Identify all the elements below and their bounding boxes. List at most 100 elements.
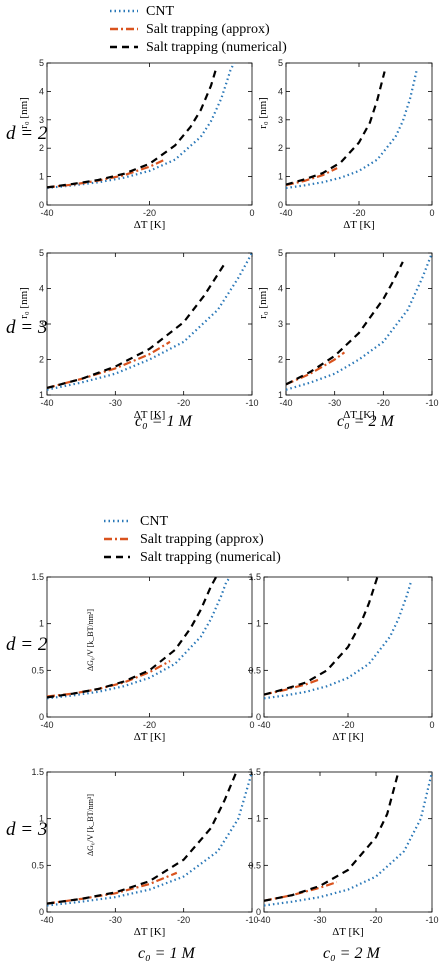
- series-line-1-1: [286, 167, 338, 187]
- x-tick-label-5-2: 0: [429, 720, 434, 730]
- chart-panel-1: -40 -20 0 0 1 2 3 4 5 ΔT [K] r₀ [nm]: [257, 58, 435, 231]
- y-tick-label-0-1: 1: [39, 172, 44, 182]
- chart-frame-1: [285, 62, 433, 206]
- x-tick-label-1-2: 0: [429, 208, 434, 218]
- x-tick-label-2-1: -30: [109, 398, 122, 408]
- series-line-0-0: [47, 63, 236, 190]
- x-tick-label-4-1: -20: [143, 720, 156, 730]
- y-tick-label-5-1: 0.5: [248, 665, 261, 675]
- series-line-5-2: [264, 577, 379, 696]
- series-line-6-0: [47, 772, 252, 907]
- series-line-2-2: [47, 263, 226, 389]
- series-line-2-0: [47, 253, 252, 391]
- x-axis-title-1: ΔT [K]: [343, 219, 375, 231]
- chart-panel-0: -40 -20 0 0 1 2 3 4 5 ΔT [K] r₀ [nm]: [18, 58, 255, 231]
- legend-bottom-cnt-label: CNT: [140, 514, 168, 529]
- y-tick-label-2-3: 4: [39, 284, 44, 294]
- y-tick-label-1-0: 0: [278, 200, 283, 210]
- y-tick-label-0-3: 3: [39, 115, 44, 125]
- x-tick-label-3-3: -10: [425, 398, 438, 408]
- x-axis-title-7: ΔT [K]: [332, 926, 364, 938]
- y-tick-label-6-0: 0: [39, 907, 44, 917]
- y-tick-label-7-1: 0.5: [248, 860, 261, 870]
- y-tick-label-3-1: 2: [278, 355, 283, 365]
- x-tick-label-6-2: -20: [177, 915, 190, 925]
- col-label-bottom-2M: c₀ = 2 M: [323, 945, 381, 962]
- y-axis-title-2: r₀ [nm]: [18, 287, 30, 319]
- col-label-bottom-1M: c₀ = 1 M: [138, 945, 196, 962]
- y-tick-label-2-2: 3: [39, 319, 44, 329]
- series-line-1-2: [286, 71, 386, 186]
- y-tick-label-1-4: 4: [278, 86, 283, 96]
- row-label-top-d2: d = 2: [6, 123, 48, 144]
- x-tick-label-7-2: -20: [369, 915, 382, 925]
- legend-top-approx-label: Salt trapping (approx): [146, 22, 270, 37]
- y-tick-label-5-0: 0: [256, 712, 261, 722]
- x-axis-title-5: ΔT [K]: [332, 731, 364, 743]
- x-tick-label-3-0: -40: [279, 398, 292, 408]
- y-tick-label-4-3: 1.5: [31, 572, 44, 582]
- ylabel-bottom-d3-text: ΔG₀/V [k_BT/nm³]: [86, 794, 95, 856]
- row-label-bottom-d2: d = 2: [6, 634, 48, 655]
- chart-panel-2: -40 -30 -20 -10 1 2 3 4 5 ΔT [K] r₀ [nm]: [18, 248, 259, 421]
- legend-top-cnt-label: CNT: [146, 4, 174, 19]
- legend-bottom-numerical-label: Salt trapping (numerical): [140, 550, 281, 565]
- series-line-4-2: [47, 577, 218, 699]
- y-tick-label-2-4: 5: [39, 248, 44, 258]
- series-line-7-0: [264, 772, 432, 907]
- y-tick-label-2-0: 1: [39, 390, 44, 400]
- y-tick-label-0-2: 2: [39, 143, 44, 153]
- legend-top: CNT Salt trapping (approx) Salt trapping…: [110, 4, 287, 55]
- y-tick-label-6-2: 1: [39, 814, 44, 824]
- series-line-5-0: [264, 581, 413, 700]
- x-tick-label-6-3: -10: [245, 915, 258, 925]
- chart-frame-7: [263, 771, 433, 913]
- x-tick-label-3-1: -30: [328, 398, 341, 408]
- x-tick-label-0-2: 0: [249, 208, 254, 218]
- series-line-0-1: [47, 158, 166, 189]
- series-line-7-2: [264, 772, 400, 902]
- y-tick-label-0-5: 5: [39, 58, 44, 68]
- series-line-3-0: [286, 253, 432, 391]
- x-axis-title-0: ΔT [K]: [134, 219, 166, 231]
- x-tick-label-7-1: -30: [313, 915, 326, 925]
- series-line-3-1: [286, 351, 346, 386]
- x-tick-label-4-0: -40: [40, 720, 53, 730]
- y-tick-label-1-3: 3: [278, 115, 283, 125]
- series-line-1-0: [286, 69, 418, 190]
- x-tick-label-1-0: -40: [279, 208, 292, 218]
- chart-frame-4: [46, 576, 253, 718]
- chart-frame-2: [46, 252, 253, 396]
- row-label-bottom-d3: d = 3: [6, 819, 47, 840]
- x-tick-label-4-2: 0: [249, 720, 254, 730]
- y-tick-label-3-3: 4: [278, 284, 283, 294]
- chart-panel-4: -40 -20 0 0 0.5 1 1.5 ΔT [K]: [31, 572, 254, 743]
- y-tick-label-6-1: 0.5: [31, 860, 44, 870]
- y-axis-title-0: r₀ [nm]: [18, 97, 30, 129]
- ylabel-bottom-d2: ΔG₀/V [k_BT/nm²]: [86, 609, 95, 671]
- x-axis-title-3: ΔT [K]: [343, 409, 375, 421]
- x-tick-label-0-1: -20: [143, 208, 156, 218]
- legend-bottom: CNT Salt trapping (approx) Salt trapping…: [104, 514, 281, 565]
- x-tick-label-5-1: -20: [341, 720, 354, 730]
- legend-top-numerical-label: Salt trapping (numerical): [146, 40, 287, 55]
- y-tick-label-3-4: 5: [278, 248, 283, 258]
- y-tick-label-7-3: 1.5: [248, 767, 261, 777]
- y-tick-label-7-0: 0: [256, 907, 261, 917]
- y-tick-label-4-1: 0.5: [31, 665, 44, 675]
- x-tick-label-2-3: -10: [245, 398, 258, 408]
- y-tick-label-2-1: 2: [39, 355, 44, 365]
- y-tick-label-4-0: 0: [39, 712, 44, 722]
- chart-panel-3: -40 -30 -20 -10 1 2 3 4 5 ΔT [K] r₀ [nm]: [257, 248, 439, 421]
- series-line-7-1: [264, 881, 338, 902]
- chart-panel-5: -40 -20 000.511.5ΔT [K]: [248, 572, 434, 743]
- y-tick-label-1-5: 5: [278, 58, 283, 68]
- y-axis-title-1: r₀ [nm]: [257, 97, 269, 129]
- series-line-0-2: [47, 68, 218, 189]
- x-tick-label-2-2: -20: [177, 398, 190, 408]
- y-axis-title-3: r₀ [nm]: [257, 287, 269, 319]
- y-tick-label-1-1: 1: [278, 172, 283, 182]
